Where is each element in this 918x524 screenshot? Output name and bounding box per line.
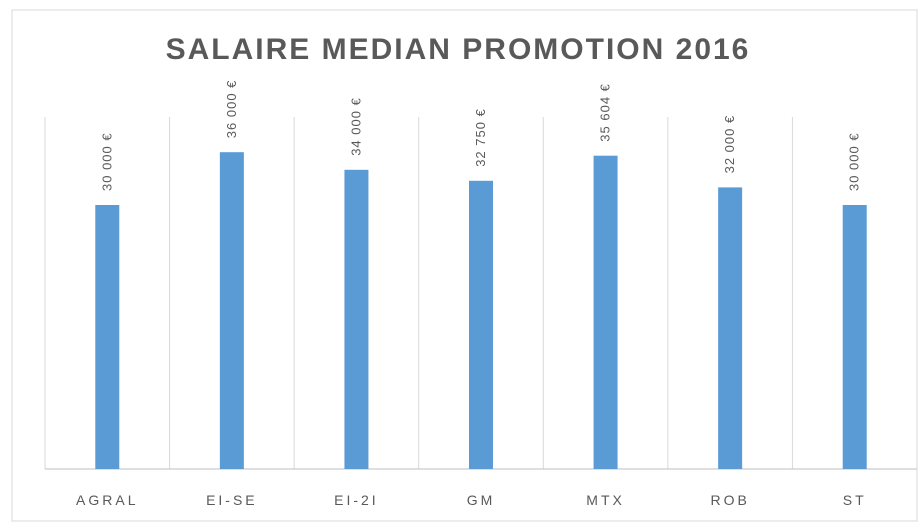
x-tick-label: EI-2I <box>334 492 379 508</box>
value-label: 30 000 € <box>847 132 862 191</box>
bar <box>95 205 120 469</box>
x-tick-label: ROB <box>710 492 749 508</box>
bar <box>718 187 743 469</box>
bar <box>219 152 244 469</box>
chart-title: SALAIRE MEDIAN PROMOTION 2016 <box>166 33 751 66</box>
chart-frame <box>11 9 918 522</box>
bar <box>344 169 369 470</box>
x-tick-label: GM <box>467 492 496 508</box>
value-label: 36 000 € <box>224 80 239 139</box>
x-tick-label: ST <box>843 492 867 508</box>
bar <box>842 205 867 469</box>
x-tick-label: AGRAL <box>76 492 138 508</box>
x-tick-label: EI-SE <box>206 492 258 508</box>
value-label: 34 000 € <box>348 97 363 156</box>
value-label: 35 604 € <box>598 83 613 142</box>
value-label: 30 000 € <box>99 132 114 191</box>
x-tick-label: MTX <box>586 492 625 508</box>
bar <box>469 180 493 470</box>
value-label: 32 750 € <box>473 108 488 167</box>
value-label: 32 000 € <box>722 115 737 174</box>
bar <box>593 155 618 469</box>
